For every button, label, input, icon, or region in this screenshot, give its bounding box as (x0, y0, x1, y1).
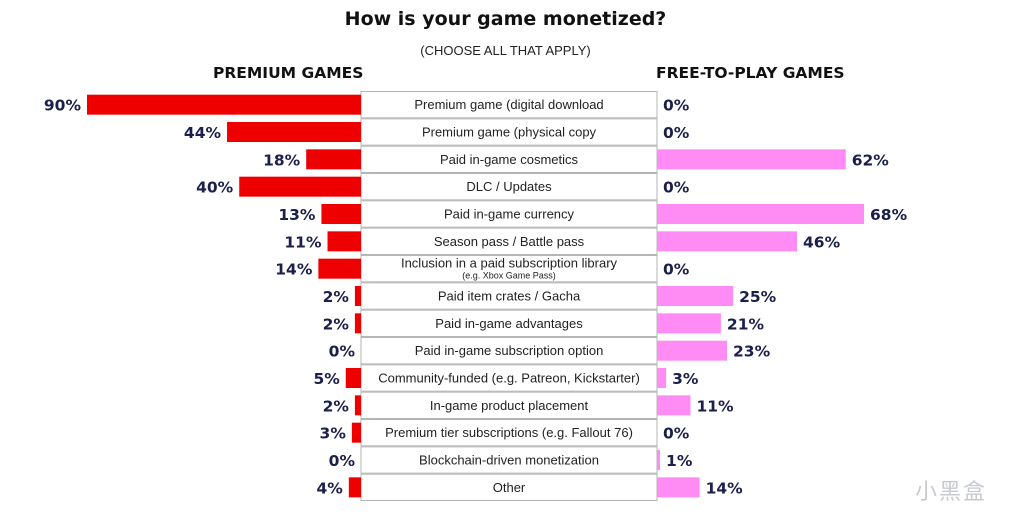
chart-subtitle: (CHOOSE ALL THAT APPLY) (420, 43, 591, 58)
category-label: Paid in-game advantages (435, 316, 583, 331)
category-label-box (360, 227, 658, 256)
category-label: Community-funded (e.g. Patreon, Kickstar… (378, 371, 640, 386)
category-label: In-game product placement (430, 398, 589, 413)
category-label-box (360, 473, 658, 501)
category-label: Premium tier subscriptions (e.g. Fallout… (385, 425, 633, 440)
f2p-value-label: 0% (663, 97, 690, 115)
f2p-value-label: 0% (663, 124, 690, 142)
category-label: DLC / Updates (466, 179, 552, 194)
f2p-bar (657, 395, 691, 416)
f2p-value-label: 1% (666, 452, 693, 470)
premium-bar (239, 176, 361, 197)
f2p-value-label: 14% (706, 479, 744, 497)
f2p-bar (657, 340, 728, 361)
category-label-box (360, 337, 658, 365)
premium-value-label: 90% (44, 97, 82, 115)
category-label-box (360, 446, 658, 474)
premium-bar (354, 286, 361, 306)
f2p-bar (657, 286, 734, 306)
premium-bar (345, 368, 361, 388)
category-sublabel: (e.g. Xbox Game Pass) (462, 271, 556, 281)
f2p-value-label: 23% (733, 343, 771, 361)
f2p-value-label: 62% (852, 151, 890, 169)
premium-bar (354, 313, 361, 334)
premium-value-label: 13% (278, 206, 316, 224)
f2p-value-label: 46% (803, 233, 841, 251)
f2p-bar (657, 450, 661, 470)
f2p-value-label: 11% (696, 397, 734, 415)
f2p-value-label: 68% (870, 206, 908, 224)
category-label: Paid item crates / Gacha (438, 289, 581, 304)
premium-bar (327, 231, 361, 252)
category-label-box (360, 255, 658, 283)
premium-value-label: 40% (196, 179, 234, 197)
f2p-bar (657, 368, 667, 388)
f2p-value-label: 0% (663, 425, 690, 443)
premium-value-label: 3% (320, 425, 347, 443)
category-label: Season pass / Battle pass (434, 234, 585, 249)
category-label-box (360, 118, 658, 146)
category-label-box (360, 282, 658, 310)
chart-title: How is your game monetized? (344, 8, 667, 30)
premium-value-label: 0% (329, 343, 356, 361)
f2p-value-label: 0% (663, 179, 690, 197)
category-label: Paid in-game currency (444, 207, 575, 222)
premium-value-label: 11% (284, 233, 322, 251)
premium-value-label: 0% (329, 452, 356, 470)
premium-bar (351, 422, 361, 443)
category-label: Premium game (physical copy (422, 125, 597, 140)
f2p-value-label: 3% (672, 370, 699, 388)
premium-bar (227, 122, 361, 142)
category-label: Premium game (digital download (414, 97, 603, 112)
premium-value-label: 14% (275, 261, 313, 279)
premium-value-label: 18% (263, 151, 301, 169)
category-label: Other (493, 480, 526, 495)
f2p-bar (657, 149, 846, 170)
watermark-logo: 小黑盒 (914, 480, 987, 505)
premium-bar (306, 149, 361, 170)
premium-value-label: 44% (184, 124, 222, 142)
category-label: Blockchain-driven monetization (419, 453, 599, 468)
category-label-box (360, 91, 658, 119)
f2p-bar (657, 477, 700, 498)
f2p-bar (657, 204, 864, 224)
premium-series-header: PREMIUM GAMES (213, 64, 364, 82)
premium-value-label: 2% (323, 315, 350, 333)
category-label-box (360, 419, 658, 447)
premium-value-label: 4% (316, 479, 343, 497)
premium-bar (348, 477, 361, 498)
premium-bar (321, 204, 361, 224)
f2p-bar (657, 231, 798, 252)
premium-value-label: 2% (323, 397, 350, 415)
premium-bar (87, 94, 361, 115)
category-label-box (360, 145, 658, 174)
f2p-series-header: FREE-TO-PLAY GAMES (656, 64, 845, 82)
premium-value-label: 2% (323, 288, 350, 306)
category-label: Inclusion in a paid subscription library (401, 256, 618, 271)
premium-bar (354, 395, 361, 416)
category-label: Paid in-game subscription option (415, 343, 604, 358)
f2p-value-label: 21% (727, 315, 765, 333)
category-label: Paid in-game cosmetics (440, 152, 578, 167)
premium-value-label: 5% (313, 370, 340, 388)
premium-bar (318, 258, 361, 279)
f2p-value-label: 0% (663, 261, 690, 279)
f2p-value-label: 25% (739, 288, 777, 306)
f2p-bar (657, 313, 721, 334)
category-label-box (360, 364, 658, 392)
category-label-box (360, 200, 658, 228)
